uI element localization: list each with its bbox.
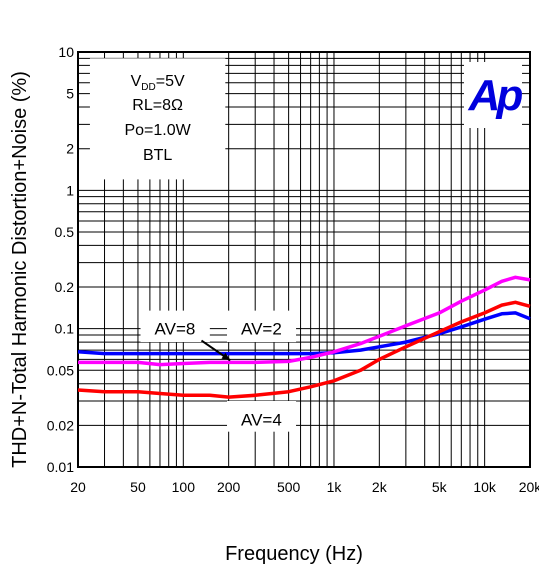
annotation-arrowhead xyxy=(221,352,231,361)
x-tick-label: 1k xyxy=(327,479,343,495)
y-tick-label: 10 xyxy=(58,44,74,60)
x-tick-label: 5k xyxy=(432,479,448,495)
annotation-label: AV=4 xyxy=(241,411,282,430)
x-tick-label: 10k xyxy=(473,479,497,495)
y-tick-label: 2 xyxy=(66,141,74,157)
y-axis-label: THD+N-Total Harmonic Distortion+Noise (%… xyxy=(9,71,31,468)
plot-frame xyxy=(77,51,531,468)
annotations: AV=8 AV=2 AV=4 xyxy=(155,320,282,430)
ap-logo: Ap xyxy=(464,62,526,128)
y-tick-label: 5 xyxy=(66,86,74,102)
annotation-background xyxy=(227,400,297,432)
x-tick-label: 500 xyxy=(277,479,301,495)
x-tick-labels: 20 50 100 200 500 1k 2k 5k 10k 20k xyxy=(70,479,539,495)
annotation-background xyxy=(227,310,297,343)
y-tick-label: 1 xyxy=(66,182,74,198)
ap-logo-background xyxy=(464,62,522,128)
y-tick-label: 0.01 xyxy=(47,459,74,475)
ap-logo-text: Ap xyxy=(468,71,523,120)
y-tick-label: 0.1 xyxy=(55,321,75,337)
x-tick-label: 2k xyxy=(372,479,388,495)
y-tick-label: 0.5 xyxy=(55,224,75,240)
vdd-value: =5V xyxy=(156,73,185,90)
mode-label: BTL xyxy=(143,147,172,164)
series-line-av2 xyxy=(77,311,531,356)
annotation-label: AV=2 xyxy=(241,320,282,339)
x-axis-label: Frequency (Hz) xyxy=(225,543,363,565)
y-tick-label: 0.05 xyxy=(47,362,74,378)
y-tick-labels: 10 5 2 1 0.5 0.2 0.1 0.05 0.02 0.01 xyxy=(47,44,74,475)
load-resistance-label: RL=8Ω xyxy=(132,97,183,114)
annotation-background xyxy=(140,310,210,343)
y-tick-label: 0.02 xyxy=(47,417,74,433)
annotation-label: AV=8 xyxy=(155,320,196,339)
data-series xyxy=(77,275,531,399)
annotation-backgrounds xyxy=(140,310,297,432)
y-tick-label: 0.2 xyxy=(55,279,75,295)
x-tick-label: 50 xyxy=(130,479,146,495)
conditions-box-background xyxy=(89,58,226,180)
series-line-av8 xyxy=(78,275,531,367)
output-power-label: Po=1.0W xyxy=(124,122,191,139)
vdd-prefix: V xyxy=(131,73,142,90)
conditions-box: VDD=5V RL=8Ω Po=1.0W BTL xyxy=(89,58,226,180)
x-tick-label: 20k xyxy=(519,479,539,495)
vdd-subscript: DD xyxy=(141,82,155,93)
vdd-label: VDD=5V xyxy=(131,73,185,93)
x-tick-label: 20 xyxy=(70,479,86,495)
series-line-av4 xyxy=(77,300,531,399)
x-tick-label: 100 xyxy=(172,479,196,495)
x-tick-label: 200 xyxy=(217,479,241,495)
